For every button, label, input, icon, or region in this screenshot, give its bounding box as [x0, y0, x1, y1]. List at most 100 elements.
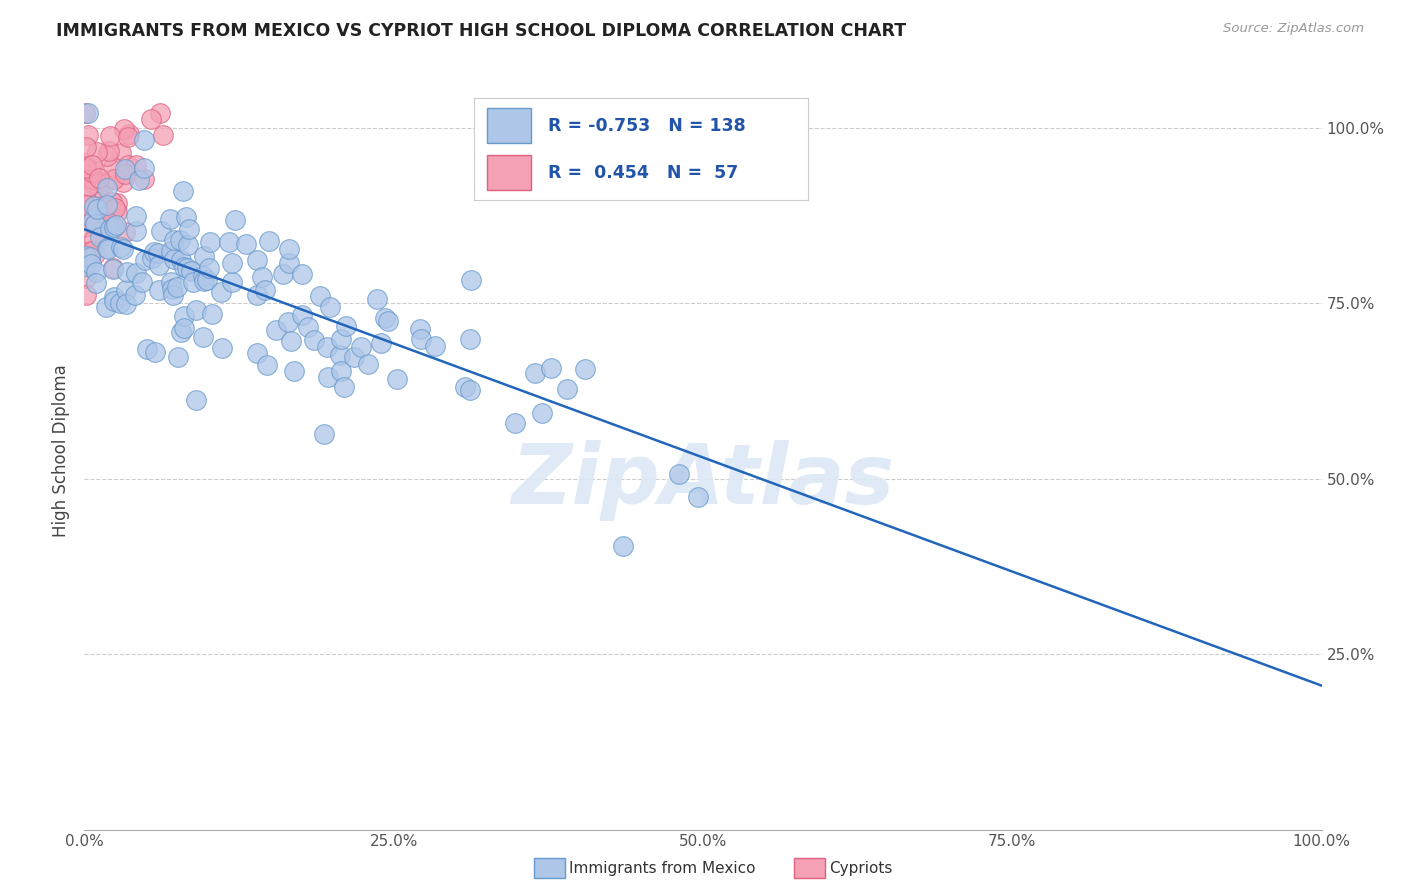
Point [141, 251, 163, 265]
Point [77, 244, 100, 259]
Point [150, 224, 173, 238]
Point [246, 346, 269, 360]
Point [197, 261, 219, 276]
Point [370, 336, 392, 351]
Point [118, 127, 141, 141]
Point [117, 265, 139, 279]
Point [79, 198, 101, 212]
Point [134, 253, 156, 268]
Point [221, 256, 243, 270]
Point [186, 393, 208, 408]
Point [211, 341, 233, 355]
Point [257, 234, 280, 248]
Point [612, 539, 634, 553]
Point [139, 112, 162, 126]
Point [136, 342, 159, 356]
Point [193, 274, 215, 288]
Point [193, 269, 215, 284]
Point [125, 158, 148, 172]
Point [316, 370, 339, 384]
Point [254, 283, 277, 297]
Point [77, 167, 100, 181]
Point [112, 175, 135, 189]
Point [172, 184, 194, 198]
Point [297, 320, 319, 334]
Point [256, 358, 278, 372]
Point [277, 256, 299, 270]
Point [152, 128, 174, 142]
Point [83, 199, 105, 213]
Point [96, 241, 118, 255]
Point [201, 307, 224, 321]
Point [530, 407, 553, 421]
Point [146, 246, 169, 260]
Point [84, 247, 107, 261]
Point [195, 273, 218, 287]
Point [75, 184, 97, 198]
Point [80, 172, 103, 186]
Point [128, 172, 150, 186]
Point [688, 491, 710, 505]
Point [329, 348, 352, 362]
Point [114, 162, 136, 177]
Point [132, 133, 155, 147]
Point [96, 181, 118, 195]
Point [162, 288, 184, 302]
Point [159, 211, 181, 226]
Point [90, 227, 112, 241]
Point [163, 233, 186, 247]
Point [221, 275, 243, 289]
Point [115, 297, 138, 311]
Point [304, 333, 326, 347]
Point [125, 266, 148, 280]
Point [173, 310, 195, 324]
Point [385, 371, 408, 385]
Point [101, 202, 124, 217]
Point [117, 158, 139, 172]
Point [250, 269, 273, 284]
Point [75, 140, 97, 154]
Point [75, 106, 97, 120]
Point [291, 308, 314, 322]
Y-axis label: High School Diploma: High School Diploma [52, 364, 70, 537]
Point [96, 148, 118, 162]
Point [315, 340, 337, 354]
Point [377, 314, 399, 328]
Point [91, 199, 114, 213]
Point [80, 165, 103, 179]
Point [235, 236, 257, 251]
Point [86, 276, 108, 290]
Point [280, 334, 302, 348]
Point [75, 156, 97, 170]
Point [87, 181, 110, 195]
Point [93, 177, 115, 191]
Point [246, 288, 269, 302]
Point [101, 160, 124, 174]
Point [318, 301, 340, 315]
Point [103, 172, 125, 186]
Point [114, 167, 136, 181]
Point [79, 250, 101, 264]
Point [329, 364, 352, 378]
Point [89, 175, 111, 189]
Point [98, 145, 121, 159]
Text: IMMIGRANTS FROM MEXICO VS CYPRIOT HIGH SCHOOL DIPLOMA CORRELATION CHART: IMMIGRANTS FROM MEXICO VS CYPRIOT HIGH S… [56, 22, 907, 40]
Point [75, 161, 97, 175]
Point [425, 338, 447, 352]
Point [73, 259, 96, 273]
Point [523, 366, 546, 380]
Point [104, 201, 127, 215]
Point [132, 161, 155, 175]
Point [148, 258, 170, 272]
Point [224, 212, 246, 227]
Point [148, 283, 170, 297]
Point [117, 130, 139, 145]
Point [103, 219, 125, 234]
Point [80, 244, 103, 258]
Point [75, 288, 97, 302]
Point [101, 194, 124, 209]
Point [350, 340, 373, 354]
Point [103, 290, 125, 304]
Point [209, 285, 232, 299]
Point [160, 282, 183, 296]
